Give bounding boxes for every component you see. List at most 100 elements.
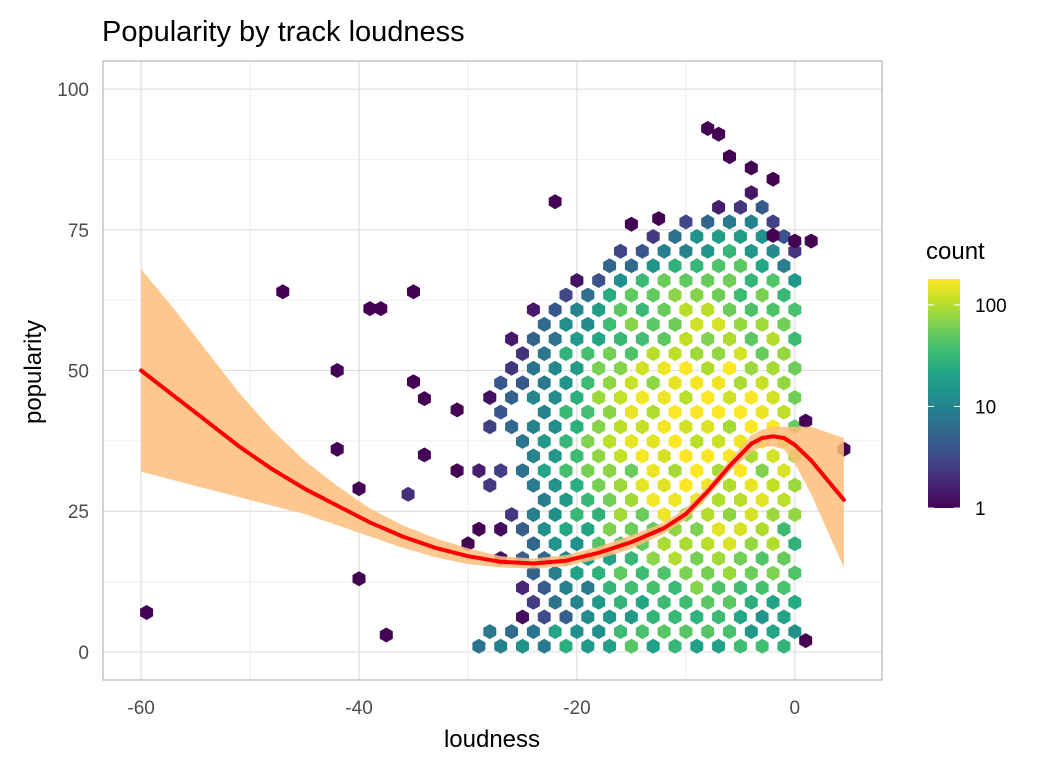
hexbin-cell	[701, 243, 715, 259]
hexbin-cell	[723, 390, 736, 405]
hexbin-cell	[559, 375, 573, 391]
hexbin-cell	[603, 346, 617, 362]
hexbin-cell	[723, 507, 736, 523]
hexbin-cell	[559, 580, 573, 596]
hexbin-cell	[733, 346, 747, 362]
hexbin-cell	[777, 229, 791, 245]
hexbin-cell	[755, 258, 769, 274]
hexbin-cell	[624, 433, 638, 449]
hexbin-cell	[537, 638, 551, 654]
hexbin-cell	[635, 594, 649, 610]
hexbin-cell	[363, 301, 377, 317]
hexbin-cell	[646, 638, 660, 654]
hexbin-cell	[614, 243, 627, 259]
hexbin-cell	[559, 346, 573, 362]
hexbin-cell	[570, 624, 584, 640]
hexbin-cell	[679, 594, 693, 610]
hexbin-cell	[505, 624, 519, 640]
hexbin-cell	[777, 258, 791, 274]
hexbin-cell	[614, 390, 627, 405]
hexbin-cell	[548, 565, 562, 581]
hexbin-cell	[450, 463, 464, 479]
hexbin-cell	[657, 419, 671, 435]
hexbin-cell	[788, 360, 802, 376]
hexbin-cell	[766, 171, 780, 187]
hexbin-cell	[723, 565, 736, 581]
hexbin-cell	[537, 521, 551, 537]
smooth-layer	[139, 269, 846, 569]
hexbin-cell	[744, 565, 758, 581]
hexbin-cell	[701, 331, 715, 347]
hexbin-cell	[733, 229, 747, 245]
y-tick-label: 25	[68, 502, 89, 523]
hexbin-cell	[799, 633, 813, 649]
hexbin-cell	[744, 273, 758, 288]
hexbin-cell	[592, 624, 606, 640]
hexbin-cell	[537, 346, 551, 362]
hexbin-cell	[548, 194, 562, 210]
hexbin-cell	[592, 302, 606, 318]
hexbin-cell	[744, 594, 758, 610]
hexbin-cell	[766, 507, 780, 523]
hexbin-cell	[744, 160, 758, 176]
hexbin-cell	[788, 233, 802, 249]
hexbin-cell	[581, 580, 595, 596]
hexbin-cell	[668, 463, 682, 479]
hexbin-cell	[559, 404, 573, 420]
hexbin-cell	[614, 448, 627, 464]
x-tick-label: -20	[563, 698, 590, 719]
hexbin-cell	[777, 316, 791, 332]
hexbin-cell	[603, 638, 617, 654]
hexbin-cell	[657, 243, 671, 259]
hexbin-cell	[352, 571, 366, 587]
hexbin-cell	[581, 492, 595, 508]
hexbin-cell	[581, 433, 595, 449]
x-tick-label: 0	[790, 698, 801, 719]
hexbin-cell	[723, 214, 736, 230]
hexbin-cell	[690, 580, 704, 596]
hexbin-cell	[548, 624, 562, 640]
hexbin-cell	[652, 211, 666, 227]
hexbin-cell	[723, 149, 736, 165]
hexbin-cell	[657, 507, 671, 523]
hexbin-cell	[526, 390, 540, 405]
hexbin-cell	[668, 492, 682, 508]
legend: count 1 10 100	[926, 238, 1007, 520]
hexbin-cell	[755, 609, 769, 625]
hexbin-cell	[581, 638, 595, 654]
hexbin-cell	[712, 199, 726, 215]
hexbin-cell	[712, 316, 726, 332]
hexbin-cell	[417, 391, 431, 407]
hexbin-cell	[505, 331, 519, 347]
hexbin-cell	[733, 492, 747, 508]
hexbin-cell	[777, 551, 791, 566]
hexbin-cell	[516, 375, 529, 391]
hexbin-cell	[766, 448, 780, 464]
hexbin-cell	[624, 404, 638, 420]
hexbin-cell	[766, 536, 780, 552]
hexbin-cell	[494, 463, 508, 479]
hexbin-cell	[744, 507, 758, 523]
hexbin-cell	[592, 390, 606, 405]
hexbin-cell	[472, 521, 486, 537]
hexbin-cell	[701, 390, 715, 405]
hexbin-cell	[537, 404, 551, 420]
hexbin-cell	[526, 331, 540, 347]
hexbin-cell	[624, 492, 638, 508]
hexbin-cell	[505, 419, 519, 435]
hexbin-cell	[483, 477, 497, 493]
hexbin-cell	[276, 284, 290, 300]
hexbin-cell	[788, 302, 802, 318]
hexbin-cell	[603, 580, 617, 596]
hexbin-cell	[570, 565, 584, 581]
hexbin-cell	[537, 492, 551, 508]
hexbin-cell	[505, 360, 519, 376]
hexbin-cell	[646, 316, 660, 332]
hexbin-cell	[592, 507, 606, 523]
hexbin-cell	[657, 565, 671, 581]
hexbin-cell	[614, 331, 627, 347]
hexbin-cell	[733, 521, 747, 537]
hexbin-cell	[777, 521, 791, 537]
hexbin-cell	[788, 565, 802, 581]
hexbin-cell	[733, 199, 747, 215]
